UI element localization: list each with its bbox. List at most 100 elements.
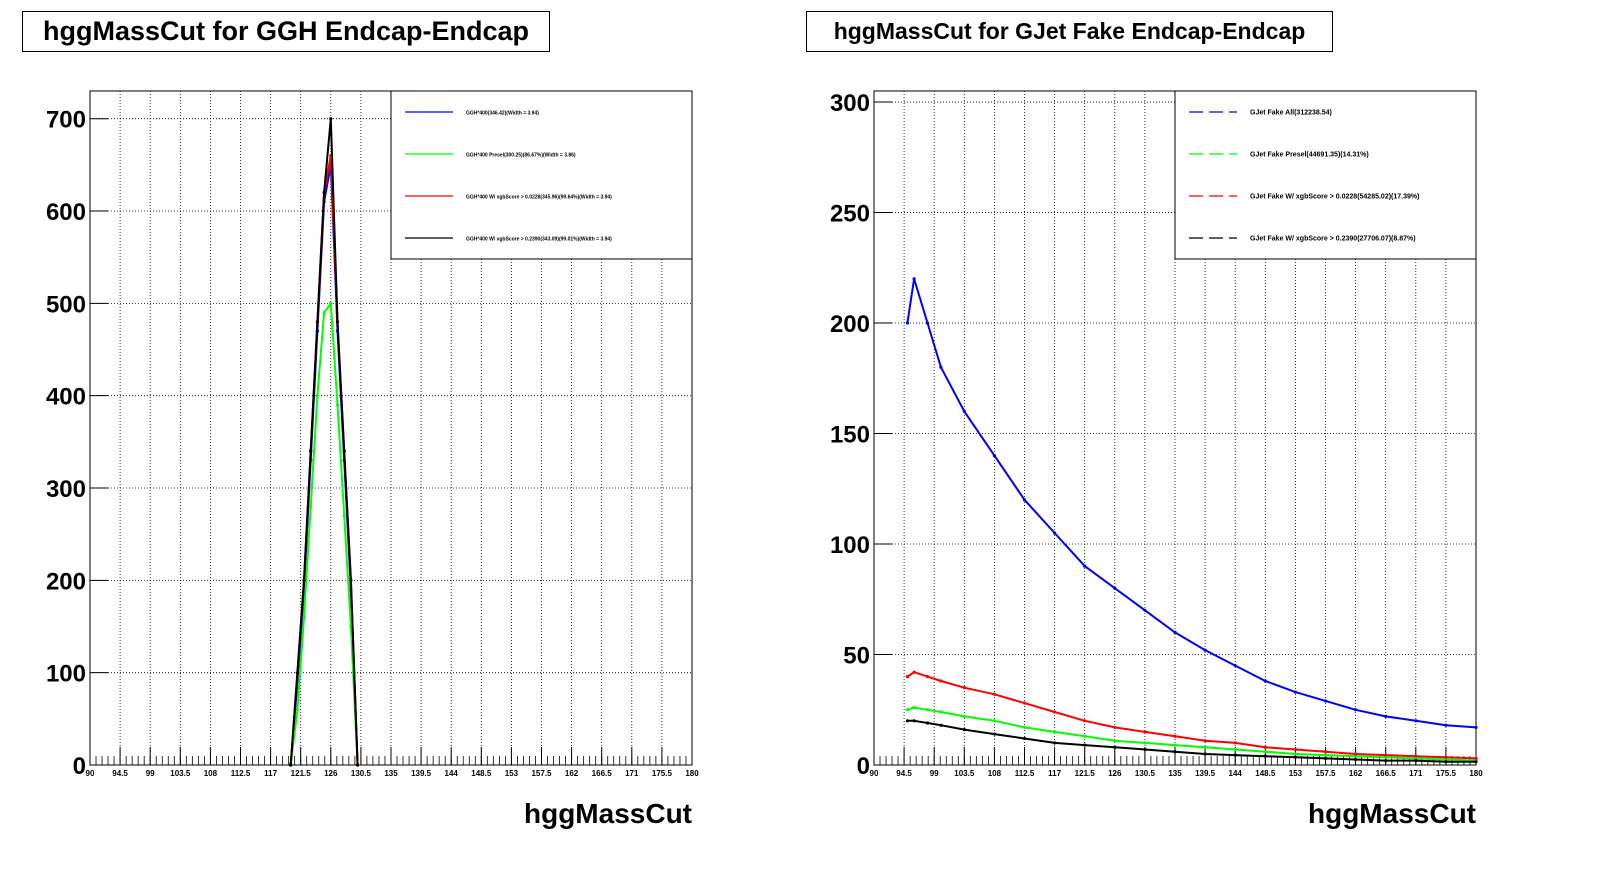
data-point: [1354, 752, 1358, 756]
left-chart-title: hggMassCut for GGH Endcap-Endcap: [22, 11, 550, 52]
data-point: [289, 763, 293, 767]
data-point: [315, 394, 320, 398]
x-tick-label: 180: [685, 769, 699, 778]
legend-box: [390, 90, 693, 260]
data-point: [1143, 608, 1147, 612]
data-point: [1233, 663, 1237, 668]
data-point: [962, 686, 966, 690]
data-point: [925, 675, 930, 679]
data-point: [992, 732, 996, 736]
legend-entry-label: GJet Fake Presel(44691.35)(14.31%): [1250, 152, 1369, 159]
data-point: [1203, 745, 1207, 749]
data-point: [1113, 739, 1117, 743]
data-point: [1113, 745, 1117, 749]
data-point: [302, 578, 306, 582]
data-point: [992, 719, 996, 723]
data-point: [1444, 755, 1448, 759]
left-chart-panel: 90 94.5 99 103.5 108 112.5 117 121.5 126 130.5 135…: [22, 11, 699, 829]
data-point: [912, 705, 916, 710]
legend-entry-label: GJet Fake W/ xgbScore > 0.2390(27706.07)…: [1250, 236, 1416, 243]
x-tick-label: 153: [505, 769, 519, 778]
x-tick-label: 135: [384, 769, 398, 778]
data-point: [1233, 741, 1237, 745]
right-x-axis-label: hggMassCut: [1308, 798, 1476, 829]
data-point: [1233, 747, 1237, 752]
data-point: [1203, 739, 1207, 743]
data-point: [295, 671, 299, 675]
y-tick-label: 400: [46, 384, 86, 411]
data-point: [1173, 750, 1177, 754]
data-point: [1323, 756, 1328, 760]
legend-box: [1174, 90, 1477, 260]
y-tick-label: 100: [830, 532, 870, 559]
x-tick-label: 144: [1229, 769, 1243, 778]
legend-entry-label: GGH*400 W/ xgbScore > 0.0228(345.96)(99.…: [466, 195, 612, 201]
x-tick-label: 148.5: [1255, 769, 1276, 778]
data-point: [1022, 701, 1027, 705]
data-point: [905, 719, 910, 723]
legend-entry-label: GGH*400(346.42)(Width = 3.94): [466, 111, 539, 117]
data-point: [1414, 719, 1418, 723]
y-tick-label: 100: [46, 661, 86, 688]
data-point: [925, 321, 930, 325]
series-line: [906, 277, 1477, 729]
data-point: [1293, 752, 1297, 756]
x-tick-label: 108: [204, 769, 218, 778]
data-point: [1143, 747, 1147, 752]
data-point: [1053, 710, 1057, 714]
series-line: [906, 671, 1477, 760]
y-tick-label: 50: [843, 643, 870, 670]
data-point: [335, 320, 340, 324]
data-point: [1474, 725, 1478, 730]
x-tick-label: 112.5: [231, 769, 251, 778]
data-point: [925, 721, 930, 725]
data-point: [322, 190, 326, 195]
data-point: [912, 670, 916, 674]
right-chart-svg: 90 94.5 99 103.5 108 112.5 117 121.5 126 130.5 135…: [830, 90, 1483, 780]
data-point: [912, 277, 916, 281]
x-tick-label: 90: [86, 769, 95, 778]
data-point: [315, 320, 320, 324]
x-tick-label: 171: [1409, 769, 1423, 778]
data-point: [1263, 679, 1267, 683]
data-point: [939, 723, 943, 727]
data-point: [962, 714, 966, 718]
x-tick-label: 166.5: [592, 769, 613, 778]
x-tick-label: 139.5: [1195, 769, 1216, 778]
left-x-axis-label: hggMassCut: [524, 798, 692, 829]
x-tick-label: 180: [1469, 769, 1483, 778]
data-point: [335, 403, 340, 407]
data-point: [1293, 690, 1297, 694]
x-tick-label: 130.5: [351, 769, 372, 778]
data-point: [1384, 755, 1388, 759]
data-point: [1323, 753, 1328, 757]
data-point: [1053, 531, 1057, 535]
x-tick-label: 166.5: [1376, 769, 1397, 778]
x-tick-label: 162: [565, 769, 579, 778]
data-point: [1022, 498, 1027, 502]
y-tick-label: 0: [857, 753, 870, 780]
data-point: [1384, 753, 1388, 757]
data-point: [1474, 760, 1478, 764]
x-tick-label: 90: [870, 769, 879, 778]
data-point: [925, 708, 930, 712]
data-point: [1414, 758, 1418, 763]
data-point: [1143, 741, 1147, 745]
data-point: [912, 719, 916, 723]
x-tick-label: 103.5: [170, 769, 191, 778]
y-tick-label: 600: [46, 199, 86, 226]
data-point: [1414, 754, 1418, 758]
data-point: [1263, 754, 1267, 758]
data-point: [1173, 734, 1177, 738]
data-point: [905, 675, 910, 679]
right-chart-title: hggMassCut for GJet Fake Endcap-Endcap: [806, 11, 1333, 52]
y-tick-label: 150: [830, 422, 870, 449]
x-tick-label: 126: [324, 769, 338, 778]
data-point: [1203, 648, 1207, 652]
data-point: [1173, 743, 1177, 747]
data-point: [962, 728, 966, 732]
data-point: [1143, 730, 1147, 734]
x-tick-label: 112.5: [1015, 769, 1035, 778]
data-point: [1053, 730, 1057, 734]
x-tick-label: 135: [1168, 769, 1182, 778]
